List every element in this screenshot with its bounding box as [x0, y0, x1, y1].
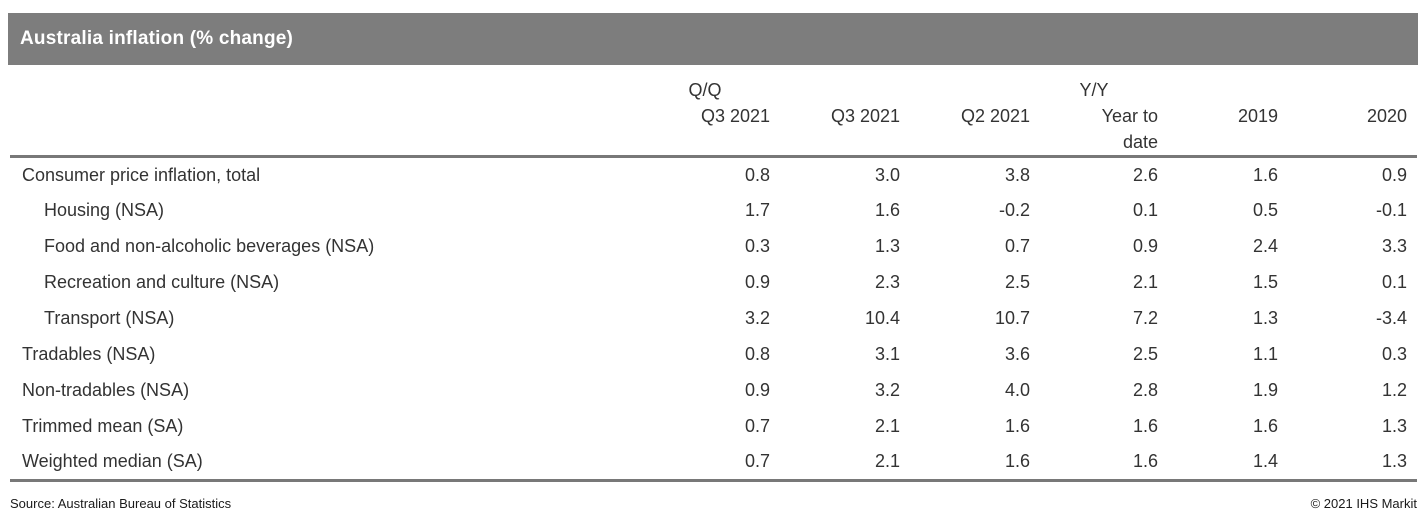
table-row: Trimmed mean (SA) 0.7 2.1 1.6 1.6 1.6 1.… — [10, 409, 1417, 445]
table-title-bar: Australia inflation (% change) — [8, 13, 1418, 65]
cell-value: 3.3 — [1381, 236, 1407, 256]
column-header: 2020 — [1278, 65, 1417, 158]
cell-value: 1.6 — [1030, 444, 1158, 482]
cell-value: 1.6 — [1252, 164, 1278, 185]
row-label: Recreation and culture (NSA) — [44, 272, 280, 292]
column-header: 2019 — [1158, 65, 1278, 158]
cell-value: 2.1 — [874, 416, 900, 436]
cell-value: 2.3 — [874, 272, 900, 292]
column-header-label: Q2 2021 — [960, 106, 1030, 126]
table-container: Q/Q Q3 2021 Q3 2021 Q2 2021 Y/Y Year to … — [10, 65, 1417, 482]
cell-value: 0.7 — [744, 416, 770, 436]
cell-value: -0.1 — [1375, 200, 1407, 220]
column-header-rowlabels — [10, 65, 640, 158]
cell-value: 3.0 — [874, 164, 900, 185]
cell-value: 2.5 — [1004, 272, 1030, 292]
cell-value: 1.5 — [1252, 272, 1278, 292]
column-header: Q/Q Q3 2021 — [640, 65, 770, 158]
header-row: Q/Q Q3 2021 Q3 2021 Q2 2021 Y/Y Year to … — [10, 65, 1417, 158]
cell-value: 2.8 — [1132, 380, 1158, 400]
cell-value: 3.2 — [874, 380, 900, 400]
row-label: Consumer price inflation, total — [22, 164, 261, 185]
column-header-label: Year to date — [1101, 106, 1158, 152]
column-header: Y/Y Year to date — [1030, 65, 1158, 158]
cell-value: 10.7 — [994, 308, 1030, 328]
cell-value: 2.1 — [1132, 272, 1158, 292]
cell-value: 0.8 — [744, 164, 770, 185]
table-row: Housing (NSA) 1.7 1.6 -0.2 0.1 0.5 -0.1 — [10, 193, 1417, 229]
cell-value: 3.6 — [1004, 344, 1030, 364]
source-attribution: Source: Australian Bureau of Statistics — [10, 496, 232, 511]
cell-value: 1.3 — [1381, 416, 1407, 436]
cell-value: -0.2 — [998, 200, 1030, 220]
footer: Source: Australian Bureau of Statistics … — [10, 496, 1417, 511]
cell-value: 1.3 — [1252, 308, 1278, 328]
row-label: Tradables (NSA) — [22, 344, 156, 364]
cell-value: 2.4 — [1252, 236, 1278, 256]
table-row: Tradables (NSA) 0.8 3.1 3.6 2.5 1.1 0.3 — [10, 337, 1417, 373]
cell-value: 1.9 — [1252, 380, 1278, 400]
column-header-label: 2020 — [1366, 106, 1407, 126]
row-label: Weighted median (SA) — [10, 444, 640, 482]
cell-value: 1.6 — [874, 200, 900, 220]
cell-value: 2.6 — [1132, 164, 1158, 185]
cell-value: 3.1 — [874, 344, 900, 364]
cell-value: 3.8 — [1004, 164, 1030, 185]
cell-value: 2.5 — [1132, 344, 1158, 364]
table-row: Non-tradables (NSA) 0.9 3.2 4.0 2.8 1.9 … — [10, 373, 1417, 409]
cell-value: 0.8 — [744, 344, 770, 364]
cell-value: 0.9 — [1381, 164, 1407, 185]
cell-value: -3.4 — [1375, 308, 1407, 328]
column-group-label — [1278, 78, 1417, 103]
row-label: Housing (NSA) — [44, 200, 165, 220]
cell-value: 3.2 — [744, 308, 770, 328]
cell-value: 7.2 — [1132, 308, 1158, 328]
cell-value: 1.2 — [1381, 380, 1407, 400]
cell-value: 1.6 — [1132, 416, 1158, 436]
cell-value: 1.6 — [1004, 416, 1030, 436]
cell-value: 1.7 — [744, 200, 770, 220]
column-header-label: Q3 2021 — [830, 106, 900, 126]
column-header: Q3 2021 — [770, 65, 900, 158]
page-title: Australia inflation (% change) — [20, 28, 294, 49]
row-label: Transport (NSA) — [44, 308, 175, 328]
row-label: Non-tradables (NSA) — [22, 380, 190, 400]
table-row: Weighted median (SA) 0.7 2.1 1.6 1.6 1.4… — [10, 444, 1417, 482]
cell-value: 0.3 — [744, 236, 770, 256]
row-label: Trimmed mean (SA) — [22, 416, 184, 436]
cell-value: 0.5 — [1252, 200, 1278, 220]
cell-value: 10.4 — [864, 308, 900, 328]
table-row: Consumer price inflation, total 0.8 3.0 … — [10, 157, 1417, 193]
cell-value: 1.4 — [1158, 444, 1278, 482]
cell-value: 1.6 — [1252, 416, 1278, 436]
table-row: Food and non-alcoholic beverages (NSA) 0… — [10, 229, 1417, 265]
table-row: Transport (NSA) 3.2 10.4 10.7 7.2 1.3 -3… — [10, 301, 1417, 337]
column-header-label: Q3 2021 — [700, 106, 770, 126]
cell-value: 4.0 — [1004, 380, 1030, 400]
column-header: Q2 2021 — [900, 65, 1030, 158]
copyright-notice: © 2021 IHS Markit — [1310, 496, 1417, 511]
cell-value: 1.6 — [900, 444, 1030, 482]
cell-value: 0.7 — [1004, 236, 1030, 256]
cell-value: 0.3 — [1381, 344, 1407, 364]
row-label: Food and non-alcoholic beverages (NSA) — [44, 236, 375, 256]
column-group-label: Y/Y — [1079, 80, 1109, 100]
inflation-table: Q/Q Q3 2021 Q3 2021 Q2 2021 Y/Y Year to … — [10, 65, 1417, 482]
table-row: Recreation and culture (NSA) 0.9 2.3 2.5… — [10, 265, 1417, 301]
cell-value: 0.9 — [744, 380, 770, 400]
column-group-label: Q/Q — [688, 80, 722, 100]
column-header-label: 2019 — [1237, 106, 1278, 126]
cell-value: 0.1 — [1132, 200, 1158, 220]
cell-value: 0.7 — [640, 444, 770, 482]
column-group-label — [1158, 78, 1278, 103]
cell-value: 2.1 — [770, 444, 900, 482]
cell-value: 0.9 — [744, 272, 770, 292]
column-group-label — [770, 78, 900, 103]
column-group-label — [900, 78, 1030, 103]
cell-value: 1.3 — [1278, 444, 1417, 482]
cell-value: 1.1 — [1252, 344, 1278, 364]
cell-value: 0.9 — [1132, 236, 1158, 256]
cell-value: 0.1 — [1381, 272, 1407, 292]
cell-value: 1.3 — [874, 236, 900, 256]
